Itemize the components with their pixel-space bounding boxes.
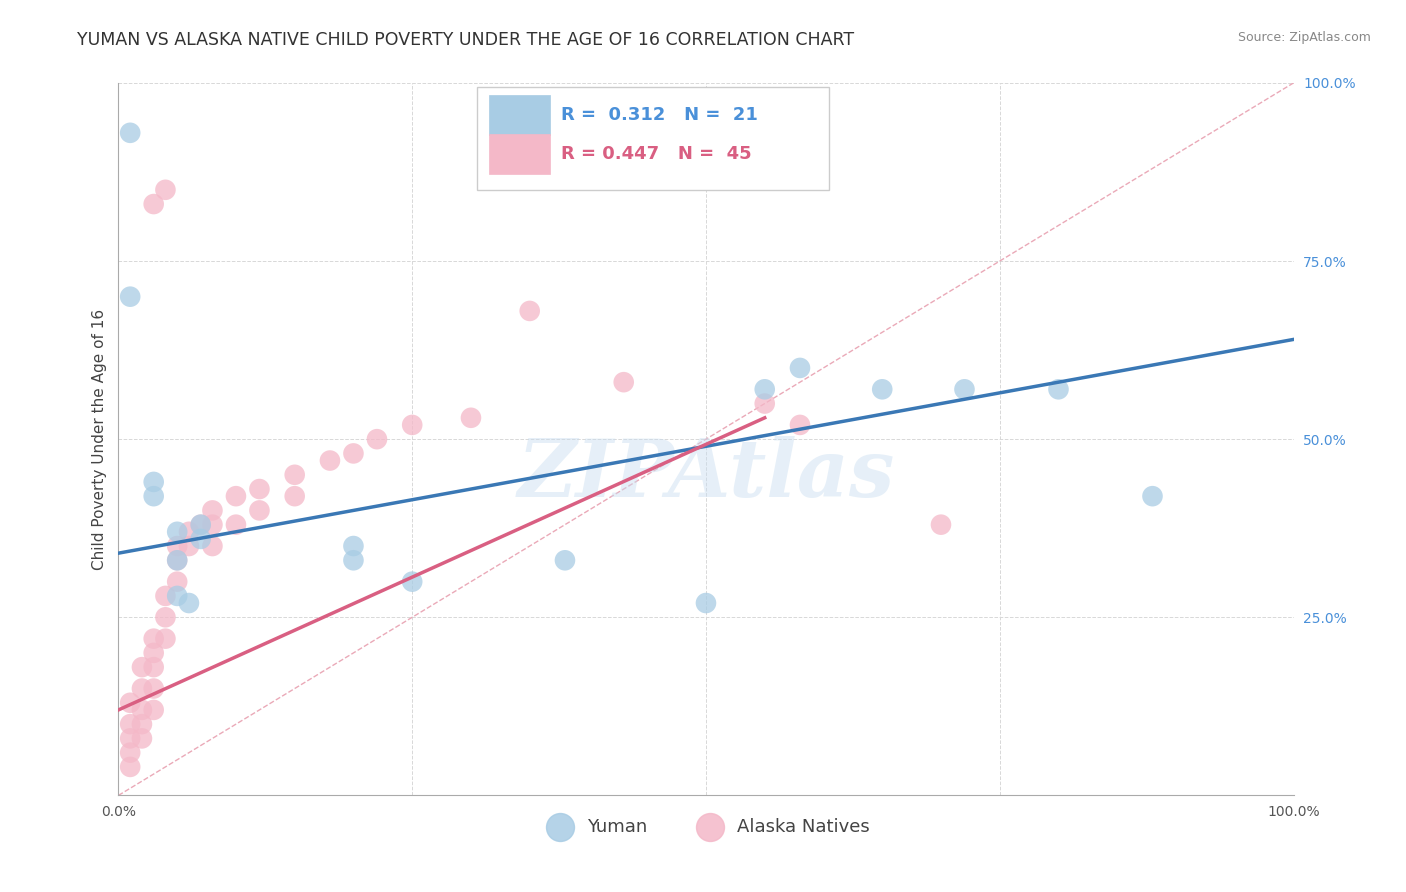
Point (155, 610, 177, 624)
Point (366, 432, 388, 446)
Point (870, 382, 893, 396)
Point (190, 532, 212, 546)
Point (190, 517, 212, 532)
Point (1142, 489, 1164, 503)
Point (142, 660, 165, 674)
Point (166, 553, 188, 567)
Point (131, 703, 153, 717)
Point (284, 467, 307, 482)
Point (249, 503, 271, 517)
Point (142, 197, 165, 211)
Point (131, 731, 153, 746)
Point (190, 517, 212, 532)
Point (155, 632, 177, 646)
Point (155, 183, 177, 197)
Point (166, 553, 188, 567)
Point (166, 574, 188, 589)
Point (401, 574, 423, 589)
Text: ZIPAtlas: ZIPAtlas (517, 436, 894, 514)
Text: R = 0.447   N =  45: R = 0.447 N = 45 (561, 145, 752, 163)
Point (131, 660, 153, 674)
Point (953, 382, 976, 396)
Point (789, 417, 811, 432)
Point (166, 524, 188, 539)
Point (177, 524, 200, 539)
Point (1047, 382, 1070, 396)
Point (754, 382, 776, 396)
Point (695, 596, 717, 610)
Point (120, 731, 142, 746)
Point (201, 539, 224, 553)
Point (120, 290, 142, 304)
Point (120, 126, 142, 140)
Y-axis label: Child Poverty Under the Age of 16: Child Poverty Under the Age of 16 (93, 309, 107, 570)
Point (554, 553, 576, 567)
Text: YUMAN VS ALASKA NATIVE CHILD POVERTY UNDER THE AGE OF 16 CORRELATION CHART: YUMAN VS ALASKA NATIVE CHILD POVERTY UND… (77, 31, 855, 49)
Point (120, 696, 142, 710)
Point (131, 717, 153, 731)
Point (142, 632, 165, 646)
FancyBboxPatch shape (489, 134, 550, 174)
Text: Source: ZipAtlas.com: Source: ZipAtlas.com (1237, 31, 1371, 45)
Point (519, 304, 541, 318)
Point (142, 681, 165, 696)
Point (120, 746, 142, 760)
Point (401, 417, 423, 432)
Point (201, 517, 224, 532)
Text: R =  0.312   N =  21: R = 0.312 N = 21 (561, 106, 758, 124)
Point (284, 489, 307, 503)
Legend: Yuman, Alaska Natives: Yuman, Alaska Natives (534, 811, 877, 843)
Point (142, 475, 165, 489)
Point (142, 646, 165, 660)
Point (789, 360, 811, 375)
Point (754, 396, 776, 410)
Point (225, 489, 247, 503)
Point (120, 760, 142, 774)
Point (225, 517, 247, 532)
Point (177, 596, 200, 610)
Point (166, 539, 188, 553)
Point (342, 446, 364, 460)
Point (929, 517, 952, 532)
Point (120, 717, 142, 731)
Point (166, 589, 188, 603)
Point (155, 589, 177, 603)
Point (142, 489, 165, 503)
Point (249, 482, 271, 496)
Point (613, 375, 636, 389)
Point (142, 703, 165, 717)
Point (201, 503, 224, 517)
Point (342, 553, 364, 567)
FancyBboxPatch shape (477, 87, 830, 190)
Point (460, 410, 482, 425)
Point (342, 539, 364, 553)
Point (131, 681, 153, 696)
Point (319, 453, 342, 467)
Point (177, 539, 200, 553)
FancyBboxPatch shape (489, 95, 550, 135)
